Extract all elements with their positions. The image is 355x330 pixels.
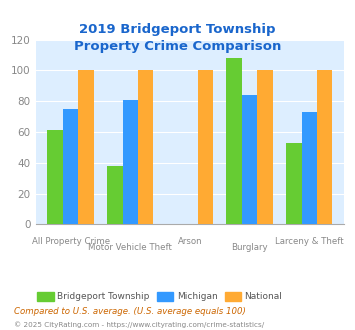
Bar — [226, 58, 242, 224]
Bar — [301, 112, 317, 224]
Text: 2019 Bridgeport Township
Property Crime Comparison: 2019 Bridgeport Township Property Crime … — [74, 23, 281, 53]
Text: © 2025 CityRating.com - https://www.cityrating.com/crime-statistics/: © 2025 CityRating.com - https://www.city… — [14, 322, 264, 328]
Text: Compared to U.S. average. (U.S. average equals 100): Compared to U.S. average. (U.S. average … — [14, 307, 246, 316]
Bar — [138, 70, 153, 224]
Bar — [48, 130, 63, 224]
Bar — [78, 70, 94, 224]
Bar — [242, 95, 257, 224]
Bar — [257, 70, 273, 224]
Bar — [122, 100, 138, 224]
Bar — [286, 143, 301, 224]
Bar — [107, 166, 122, 224]
Bar — [317, 70, 332, 224]
Bar — [198, 70, 213, 224]
Legend: Bridgeport Township, Michigan, National: Bridgeport Township, Michigan, National — [34, 288, 286, 305]
Bar — [63, 109, 78, 224]
